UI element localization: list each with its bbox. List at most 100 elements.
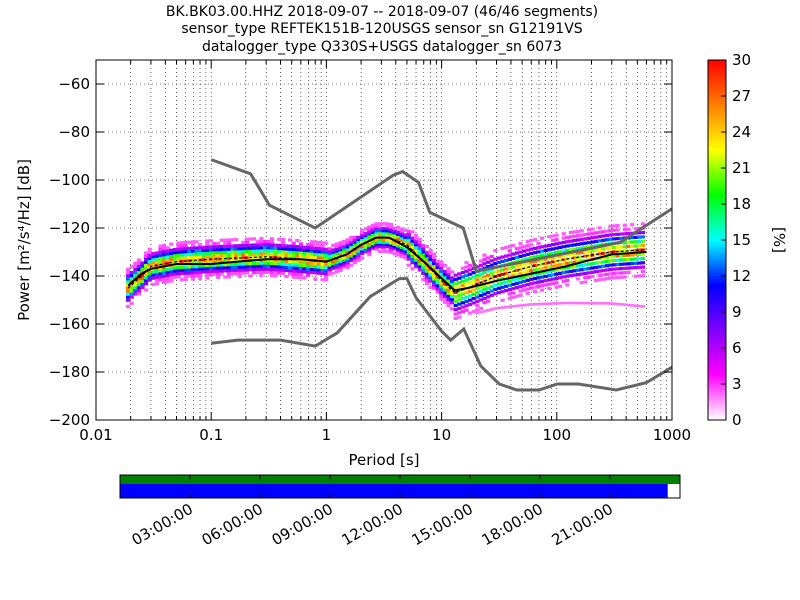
psd-bin	[180, 278, 185, 282]
psd-bin	[424, 251, 430, 255]
y-axis-label: Power [m²/s⁴/Hz] [dB]	[15, 159, 33, 321]
psd-bin	[514, 251, 520, 255]
psd-bin	[468, 302, 473, 307]
psd-bin	[349, 256, 354, 260]
psd-bin	[608, 254, 613, 259]
psd-bin	[291, 241, 296, 245]
psd-bin	[165, 258, 170, 262]
psd-bin	[144, 272, 149, 277]
psd-bin	[295, 263, 300, 267]
psd-bin	[212, 251, 217, 255]
psd-bin	[471, 297, 476, 301]
psd-bin	[201, 267, 206, 271]
psd-bin	[626, 270, 631, 275]
psd-bin	[532, 238, 538, 242]
psd-bin	[597, 226, 602, 230]
psd-bin	[442, 269, 448, 274]
psd-bin	[356, 256, 361, 260]
psd-bin	[370, 235, 376, 239]
psd-bin	[518, 263, 523, 267]
psd-bin	[259, 270, 264, 274]
psd-bin	[615, 237, 620, 241]
psd-bin	[471, 271, 476, 275]
psd-bin	[133, 270, 138, 275]
psd-bin	[176, 250, 181, 254]
psd-bin	[496, 260, 502, 264]
psd-bin	[349, 258, 354, 263]
psd-bin	[572, 251, 577, 256]
psd-bin	[421, 253, 426, 257]
psd-bin-outlier	[622, 303, 628, 306]
psd-bin	[154, 251, 160, 255]
psd-bin	[640, 261, 646, 265]
psd-bin	[572, 234, 577, 238]
psd-bin	[432, 252, 437, 256]
psd-bin	[507, 279, 512, 283]
psd-bin	[345, 242, 350, 247]
psd-bin	[277, 262, 282, 266]
psd-bin	[334, 263, 340, 267]
psd-bin	[183, 271, 188, 275]
psd-bin	[223, 275, 228, 279]
psd-bin	[453, 299, 458, 303]
psd-bin	[421, 277, 426, 282]
psd-bin	[561, 249, 566, 253]
psd-bin	[460, 270, 466, 275]
psd-bin	[565, 253, 570, 257]
psd-bin	[568, 252, 574, 256]
psd-bin	[255, 246, 260, 250]
psd-bin	[396, 248, 401, 253]
psd-bin	[489, 263, 494, 267]
psd-bin	[241, 268, 246, 272]
psd-bin	[406, 229, 412, 234]
psd-bin	[266, 252, 271, 256]
psd-bin	[478, 306, 484, 311]
psd-bin	[594, 235, 599, 239]
psd-bin	[522, 288, 527, 292]
psd-bin	[550, 281, 556, 286]
psd-bin	[489, 293, 494, 297]
psd-bin	[525, 252, 530, 257]
psd-bin	[597, 235, 602, 239]
psd-bin	[237, 244, 242, 248]
psd-bin	[529, 264, 534, 268]
psd-bin	[464, 291, 469, 295]
psd-bin	[640, 243, 646, 248]
psd-bin	[601, 277, 606, 281]
psd-bin	[306, 245, 311, 250]
psd-bin	[532, 281, 538, 285]
psd-bin	[460, 296, 466, 301]
psd-bin	[558, 284, 563, 288]
psd-bin	[579, 237, 584, 242]
psd-bin	[136, 261, 142, 265]
psd-bin	[345, 254, 350, 258]
psd-bin	[547, 265, 552, 269]
psd-bin	[619, 258, 624, 262]
psd-bin	[316, 265, 322, 269]
psd-bin	[424, 260, 430, 264]
psd-bin	[417, 237, 422, 241]
psd-bin	[586, 249, 592, 253]
psd-bin	[151, 282, 156, 286]
psd-bin	[223, 269, 228, 273]
psd-bin	[370, 244, 376, 248]
psd-bin	[313, 252, 318, 257]
psd-bin	[360, 249, 365, 253]
psd-bin	[417, 259, 422, 263]
psd-bin	[518, 285, 523, 289]
psd-bin	[147, 259, 152, 264]
psd-bin-outlier	[475, 311, 480, 315]
psd-bin	[561, 236, 566, 240]
psd-bin	[446, 267, 451, 271]
psd-bin	[475, 265, 480, 269]
psd-bin	[280, 253, 286, 257]
psd-bin	[637, 248, 642, 252]
y-tick-label: −80	[58, 123, 90, 141]
psd-bin	[468, 289, 473, 294]
psd-bin	[496, 256, 502, 260]
psd-bin	[468, 298, 473, 302]
psd-bin	[536, 250, 541, 254]
psd-bin	[450, 298, 455, 302]
psd-bin	[259, 252, 264, 256]
psd-bin	[223, 238, 228, 242]
